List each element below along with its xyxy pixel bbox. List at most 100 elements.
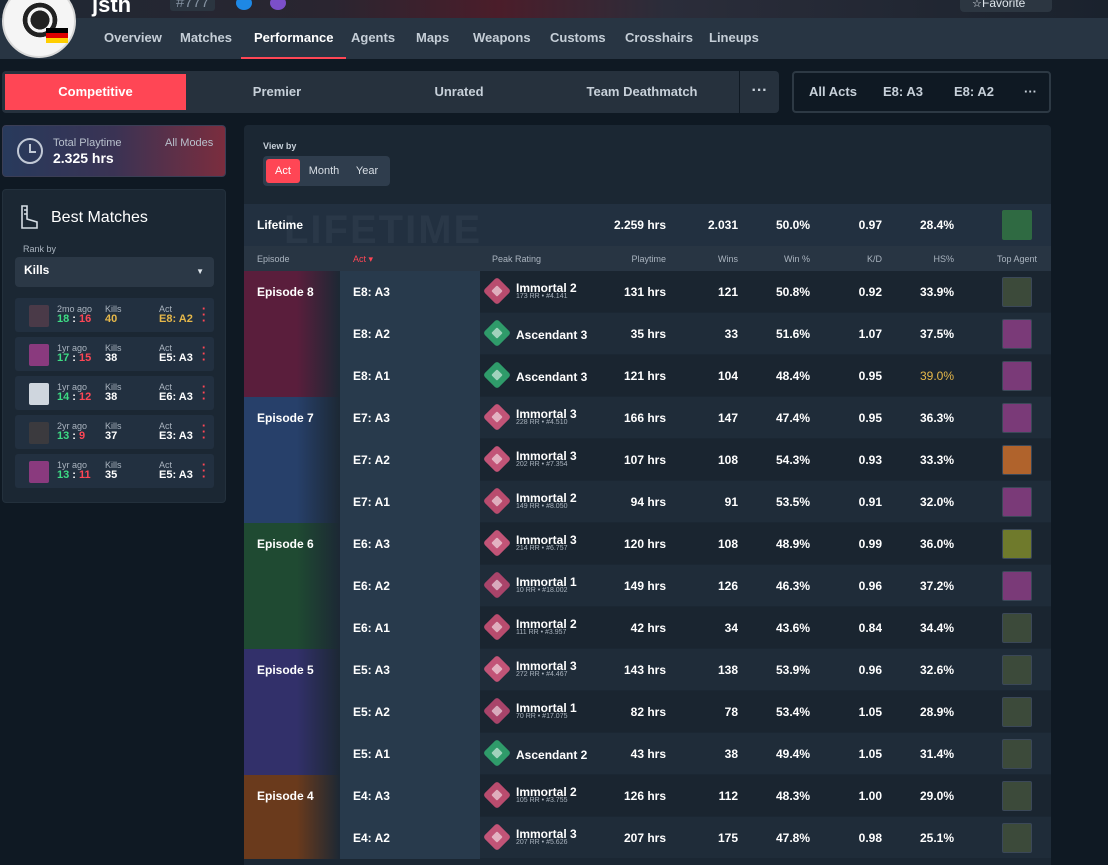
episode-name: Episode 6 [257,537,314,551]
table-row[interactable]: E7: A2 Immortal 3 202 RR • #7.354 107 hrs 10… [244,439,1051,481]
table-row[interactable]: Episode 6 E6: A3 Immortal 3 214 RR • #6.757… [244,523,1051,565]
view-by-year[interactable]: Year [355,165,379,177]
hs-cell: 32.6% [919,663,954,677]
top-agent-icon[interactable] [1002,277,1032,307]
best-match-item[interactable]: 2mo ago 18 : 16 Kills 40 Act E8: A2 · · · [15,298,214,332]
episode-cell [244,313,340,355]
table-row[interactable]: E6: A2 Immortal 1 10 RR • #18.002 149 hrs 12… [244,565,1051,607]
more-modes-button[interactable]: ··· [739,71,779,113]
table-row[interactable]: E8: A1 Ascendant 3 121 hrs 104 48.4% 0.95 39.0… [244,355,1051,397]
peak-rating: Immortal 2 [516,785,577,799]
best-match-item[interactable]: 1yr ago 17 : 15 Kills 38 Act E5: A3 · · · [15,337,214,371]
tab-team-deathmatch[interactable]: Team Deathmatch [586,84,698,99]
act-cell: E6: A1 [340,607,480,649]
win-pct-cell: 49.4% [775,747,810,761]
best-match-item[interactable]: 2yr ago 13 : 9 Kills 37 Act E3: A3 · · · [15,415,214,449]
filter-all-acts[interactable]: All Acts [809,84,857,99]
act-cell: E8: A2 [340,313,480,355]
hs-cell: 37.2% [919,579,954,593]
top-agent-icon[interactable] [1002,739,1032,769]
top-agent-icon[interactable] [1002,487,1032,517]
col-episode[interactable]: Episode [257,254,290,264]
top-agent-icon[interactable] [1002,571,1032,601]
rounds-won: 13 [57,469,70,481]
col-win-pct[interactable]: Win % [783,254,810,264]
table-row[interactable]: Episode 5 E5: A3 Immortal 3 272 RR • #4.467… [244,649,1051,691]
more-options-icon[interactable]: · · · [201,379,207,406]
nav-performance[interactable]: Performance [241,18,347,59]
top-agent-icon[interactable] [1002,445,1032,475]
wins-cell: 33 [724,327,738,341]
kills-value: 37 [105,430,118,442]
nav-weapons[interactable]: Weapons [473,30,531,45]
episode-cell [244,355,340,397]
table-row[interactable]: E6: A1 Immortal 2 111 RR • #3.957 42 hrs 34 4… [244,607,1051,649]
win-pct-cell: 51.6% [775,327,810,341]
top-agent-icon[interactable] [1002,613,1032,643]
col-playtime[interactable]: Playtime [631,254,666,264]
top-agent-icon[interactable] [1002,529,1032,559]
col-peak-rating[interactable]: Peak Rating [492,254,542,264]
col-act[interactable]: Act ▾ [353,254,373,265]
nav-agents[interactable]: Agents [351,30,396,45]
top-agent-icon[interactable] [1002,823,1032,853]
table-row[interactable]: E7: A1 Immortal 2 149 RR • #8.050 94 hrs 91 5… [244,481,1051,523]
twitter-icon[interactable] [236,0,252,10]
best-match-item[interactable]: 1yr ago 14 : 12 Kills 38 Act E6: A3 · · · [15,376,214,410]
more-acts-button[interactable]: ··· [1024,84,1037,99]
col-kd[interactable]: K/D [866,254,882,264]
hs-cell: 31.4% [919,747,954,761]
act-value: E5: A3 [159,469,193,481]
top-agent-icon[interactable] [1002,781,1032,811]
rank-by-select[interactable]: Kills ▼ [15,257,214,287]
favorite-button[interactable]: ☆ Favorite [960,0,1052,12]
peak-rating: Ascendant 3 [516,328,588,342]
row-stats [480,817,1051,859]
view-by-act[interactable]: Act [266,159,300,183]
top-agent-icon[interactable] [1002,655,1032,685]
table-row[interactable]: Episode 4 E4: A3 Immortal 2 105 RR • #3.755… [244,775,1051,817]
tab-unrated[interactable]: Unrated [434,84,484,99]
filter-e8-a3[interactable]: E8: A3 [883,84,923,99]
top-agent-icon[interactable] [1002,319,1032,349]
col-hs[interactable]: HS% [933,254,954,264]
more-options-icon[interactable]: · · · [201,457,207,484]
best-match-item[interactable]: 1yr ago 13 : 11 Kills 35 Act E5: A3 · · · [15,454,214,488]
tab-competitive[interactable]: Competitive [5,74,186,110]
more-options-icon[interactable]: · · · [201,301,207,328]
germany-flag-icon [46,28,68,43]
match-age: 1yr ago [57,343,88,353]
act-name: E5: A1 [353,747,390,761]
tab-premier[interactable]: Premier [252,84,302,99]
nav-maps[interactable]: Maps [416,30,450,45]
more-options-icon[interactable]: · · · [201,340,207,367]
lifetime-label: Lifetime [257,218,304,232]
table-row[interactable]: E5: A2 Immortal 1 70 RR • #17.075 82 hrs 78 5… [244,691,1051,733]
view-by-month[interactable]: Month [308,165,340,177]
nav-overview[interactable]: Overview [104,30,162,45]
table-row[interactable]: E4: A2 Immortal 3 207 RR • #5.626 207 hrs 17… [244,817,1051,859]
top-agent-icon[interactable] [1002,361,1032,391]
top-agent-icon[interactable] [1002,697,1032,727]
win-pct-cell: 48.3% [775,789,810,803]
kd-cell: 0.91 [858,495,882,509]
table-header: Episode Act ▾ Peak Rating Playtime Wins … [244,246,1051,271]
more-options-icon[interactable]: · · · [201,418,207,445]
nav-crosshairs[interactable]: Crosshairs [625,30,693,45]
peak-rating: Immortal 2 [516,281,577,295]
episode-cell: Episode 7 [244,397,340,439]
nav-lineups[interactable]: Lineups [709,30,759,45]
table-row[interactable]: Episode 7 E7: A3 Immortal 3 228 RR • #4.510… [244,397,1051,439]
table-row[interactable]: E8: A2 Ascendant 3 35 hrs 33 51.6% 1.07 37.5% [244,313,1051,355]
row-stats [480,649,1051,691]
col-wins[interactable]: Wins [718,254,738,264]
twitch-icon[interactable] [270,0,286,10]
table-row[interactable]: Episode 8 E8: A3 Immortal 2 173 RR • #4.141… [244,271,1051,313]
boot-icon [21,205,38,229]
nav-customs[interactable]: Customs [550,30,606,45]
table-row[interactable]: E5: A1 Ascendant 2 43 hrs 38 49.4% 1.05 31.4% [244,733,1051,775]
top-agent-icon[interactable] [1002,403,1032,433]
filter-e8-a2[interactable]: E8: A2 [954,84,994,99]
nav-matches[interactable]: Matches [180,30,233,45]
lifetime-agent-icon [1002,210,1032,240]
